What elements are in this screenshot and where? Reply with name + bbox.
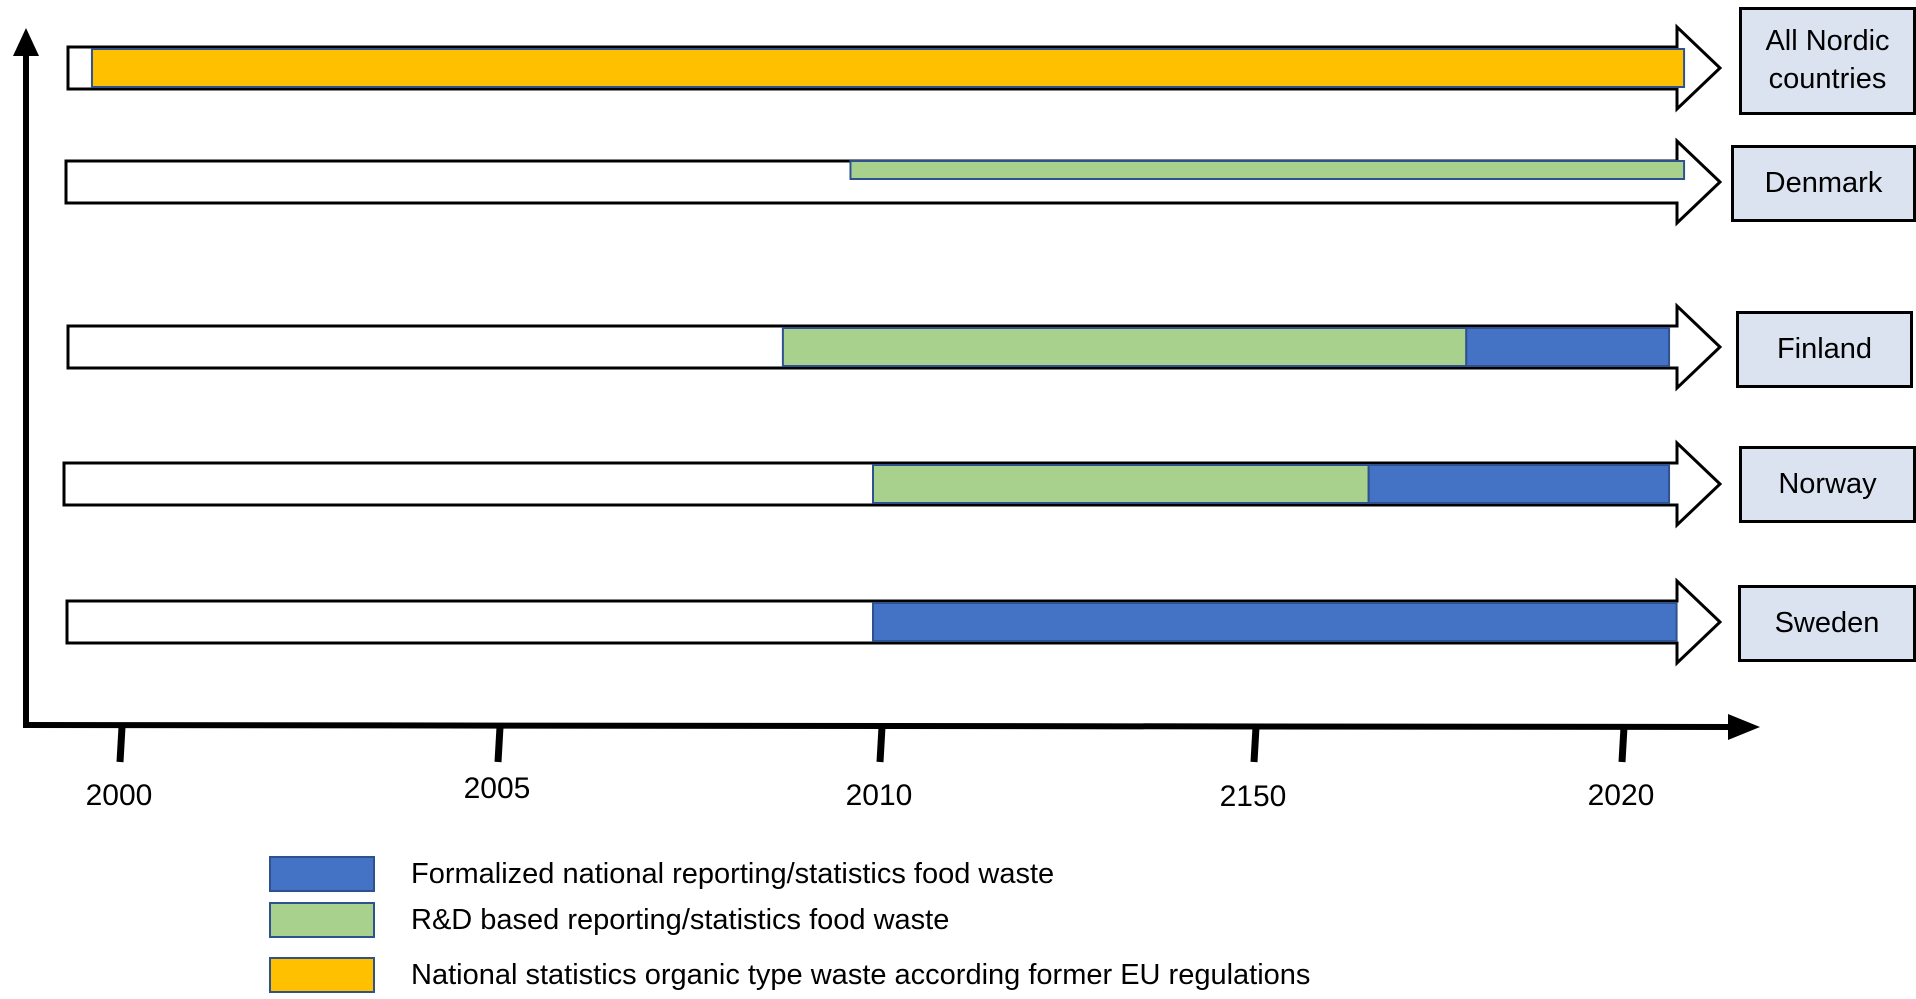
- segment-eu: [90, 48, 1686, 88]
- x-tick-label: 2150: [1220, 780, 1287, 813]
- timeline-row-sweden: [65, 577, 1723, 667]
- x-axis-line: [22, 722, 1731, 730]
- legend-label: R&D based reporting/statistics food wast…: [411, 903, 950, 936]
- segment-rd: [781, 327, 1468, 367]
- legend-swatch: [269, 957, 375, 993]
- segment-rd: [849, 160, 1686, 180]
- x-tick-label: 2010: [846, 779, 913, 812]
- legend-item-formalized: Formalized national reporting/statistics…: [269, 856, 1054, 892]
- legend-label: National statistics organic type waste a…: [411, 958, 1311, 991]
- segment-formalized: [1367, 464, 1671, 504]
- x-tick-label: 2000: [86, 779, 153, 812]
- x-tick-mark: [116, 726, 126, 763]
- legend-swatch: [269, 902, 375, 938]
- country-label: Norway: [1739, 446, 1916, 523]
- legend-label: Formalized national reporting/statistics…: [411, 857, 1055, 890]
- country-label: All Nordic countries: [1739, 7, 1916, 115]
- country-label: Sweden: [1738, 585, 1916, 662]
- y-axis-arrowhead: [13, 28, 39, 56]
- country-label: Denmark: [1731, 145, 1916, 222]
- x-axis-arrowhead: [1728, 714, 1760, 740]
- x-tick-mark: [876, 726, 886, 763]
- legend-swatch: [269, 856, 375, 892]
- axes: [13, 28, 1760, 740]
- x-tick-label: 2020: [1588, 779, 1655, 812]
- x-ticks: 2000 2005 2010 2150 2020: [86, 726, 1655, 813]
- legend-item-eu: National statistics organic type waste a…: [269, 957, 1310, 993]
- x-tick-label: 2005: [464, 772, 531, 805]
- segment-rd: [872, 464, 1370, 504]
- timeline-row-all-nordic: [66, 23, 1723, 113]
- timeline-rows: [62, 23, 1723, 667]
- timeline-row-finland: [66, 302, 1723, 392]
- segment-formalized: [1465, 327, 1671, 367]
- country-label: Finland: [1736, 311, 1913, 388]
- x-tick-mark: [1250, 726, 1260, 763]
- timeline-row-norway: [62, 439, 1723, 529]
- timeline-arrow: [64, 137, 1723, 227]
- legend-item-rd: R&D based reporting/statistics food wast…: [269, 902, 949, 938]
- x-tick-mark: [494, 726, 504, 763]
- segment-formalized: [872, 602, 1678, 642]
- timeline-row-denmark: [64, 137, 1723, 227]
- x-tick-mark: [1618, 726, 1628, 763]
